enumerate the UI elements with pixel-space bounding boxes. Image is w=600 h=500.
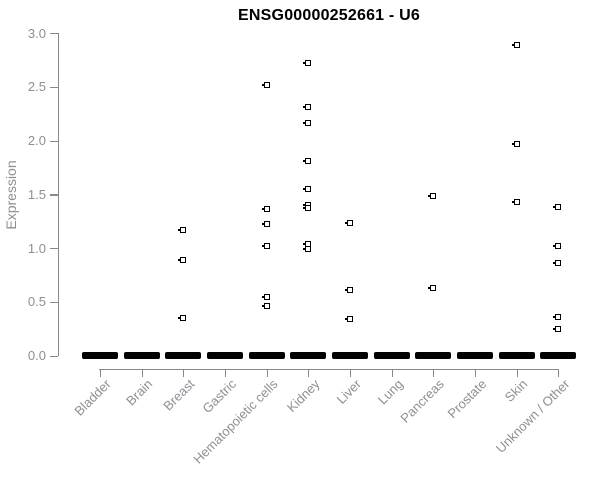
chart-title: ENSG00000252661 - U6 bbox=[238, 7, 420, 24]
zero-cluster-bar bbox=[498, 352, 535, 359]
data-point bbox=[303, 120, 312, 127]
y-tick-label: 1.5 bbox=[27, 186, 46, 202]
x-tick bbox=[266, 369, 268, 377]
data-point bbox=[261, 221, 270, 228]
x-tick-label: Bladder bbox=[71, 376, 114, 419]
data-point bbox=[261, 81, 270, 88]
y-tick bbox=[50, 248, 58, 250]
data-point bbox=[553, 260, 562, 267]
y-tick-label: 3.0 bbox=[27, 25, 46, 41]
x-tick bbox=[349, 369, 351, 377]
zero-cluster-bar bbox=[415, 352, 452, 359]
x-tick bbox=[308, 369, 310, 377]
x-tick-label: Skin bbox=[502, 376, 531, 405]
x-tick bbox=[100, 369, 101, 377]
x-tick-label: Pancreas bbox=[397, 376, 448, 426]
x-tick-label: Lung bbox=[374, 376, 406, 408]
data-point bbox=[428, 284, 437, 291]
zero-cluster-bar bbox=[331, 352, 368, 359]
x-tick bbox=[474, 369, 476, 377]
x-tick bbox=[183, 369, 185, 377]
data-point bbox=[178, 226, 187, 233]
data-point bbox=[178, 314, 187, 321]
x-tick bbox=[391, 369, 393, 377]
data-point bbox=[303, 157, 312, 164]
y-tick-label: 2.5 bbox=[27, 79, 46, 95]
data-point bbox=[303, 205, 312, 212]
data-point bbox=[261, 206, 270, 213]
data-point bbox=[553, 204, 562, 211]
data-point bbox=[303, 104, 312, 111]
data-point bbox=[553, 242, 562, 249]
zero-cluster-bar bbox=[373, 352, 410, 359]
x-tick bbox=[141, 369, 143, 377]
x-tick bbox=[433, 369, 435, 377]
data-point bbox=[428, 193, 437, 200]
y-tick bbox=[50, 33, 58, 35]
data-point bbox=[553, 313, 562, 320]
y-tick bbox=[50, 86, 58, 89]
x-tick-label: Kidney bbox=[283, 376, 323, 416]
y-tick bbox=[50, 140, 58, 142]
data-point bbox=[511, 140, 520, 147]
x-tick bbox=[558, 369, 560, 377]
y-tick bbox=[50, 301, 58, 304]
x-tick bbox=[516, 369, 518, 377]
y-tick bbox=[50, 194, 58, 196]
data-point bbox=[511, 198, 520, 205]
zero-cluster-bar bbox=[165, 352, 202, 359]
data-point bbox=[344, 220, 353, 227]
x-tick-label: Brain bbox=[123, 376, 156, 409]
data-point bbox=[178, 256, 187, 263]
y-tick-label: 0.0 bbox=[27, 348, 46, 363]
data-point bbox=[261, 242, 270, 249]
data-point bbox=[303, 185, 312, 192]
x-tick-label: Prostate bbox=[444, 376, 489, 422]
x-tick-label: Hematopoietic cells bbox=[190, 376, 281, 467]
zero-cluster-bar bbox=[540, 352, 577, 359]
x-tick-label: Gastric bbox=[199, 376, 239, 417]
zero-cluster-bar bbox=[82, 352, 118, 359]
x-tick-label: Breast bbox=[160, 376, 198, 414]
zero-cluster-bar bbox=[290, 352, 327, 359]
x-tick-label: Liver bbox=[333, 376, 364, 407]
zero-cluster-bar bbox=[248, 352, 285, 359]
data-point bbox=[344, 286, 353, 293]
y-tick bbox=[50, 355, 58, 357]
y-tick-label: 0.5 bbox=[27, 294, 46, 310]
x-tick bbox=[224, 369, 226, 377]
y-tick-label: 1.0 bbox=[27, 240, 46, 256]
data-point bbox=[303, 246, 312, 253]
data-point bbox=[303, 60, 312, 67]
data-point bbox=[261, 303, 270, 310]
y-axis-line bbox=[58, 33, 60, 356]
data-point bbox=[511, 41, 520, 48]
data-point bbox=[344, 315, 353, 322]
y-tick-label: 2.0 bbox=[27, 133, 46, 148]
zero-cluster-bar bbox=[456, 352, 493, 359]
zero-cluster-bar bbox=[206, 352, 243, 359]
x-axis-line bbox=[99, 369, 559, 371]
data-point bbox=[261, 294, 270, 301]
zero-cluster-bar bbox=[123, 352, 160, 359]
data-point bbox=[553, 325, 562, 332]
